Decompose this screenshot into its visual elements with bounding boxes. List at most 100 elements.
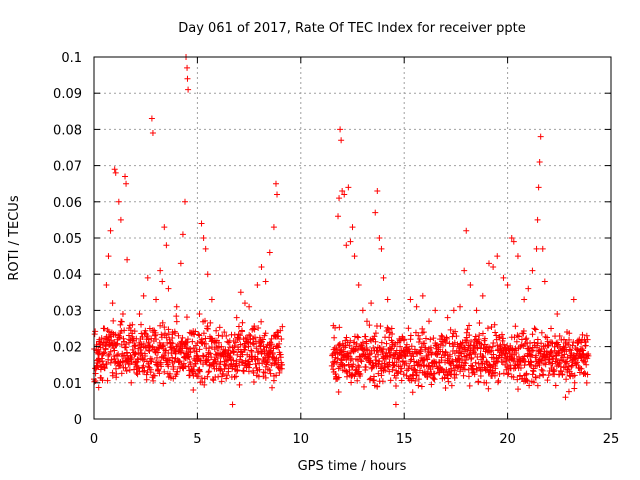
- data-point-marker: [467, 282, 474, 289]
- data-point-marker: [257, 342, 264, 349]
- data-point-marker: [239, 328, 246, 335]
- data-point-marker: [215, 373, 222, 380]
- data-point-marker: [389, 331, 396, 338]
- data-point-marker: [471, 371, 478, 378]
- data-point-marker: [583, 332, 590, 339]
- data-point-marker: [377, 323, 384, 330]
- data-point-marker: [579, 350, 586, 357]
- data-point-marker: [359, 339, 366, 346]
- data-point-marker: [103, 282, 110, 289]
- data-point-marker: [206, 368, 213, 375]
- data-point-marker: [413, 303, 420, 310]
- data-point-marker: [415, 382, 422, 389]
- data-point-marker: [523, 335, 530, 342]
- data-point-marker: [149, 130, 156, 137]
- data-point-marker: [173, 318, 180, 325]
- data-point-marker: [339, 187, 346, 194]
- data-point-marker: [111, 347, 118, 354]
- y-axis-label: ROTI / TECUs: [7, 195, 22, 280]
- axis-ticks: [93, 56, 612, 420]
- data-point-marker: [534, 382, 541, 389]
- data-point-marker: [561, 351, 568, 358]
- data-point-marker: [381, 360, 388, 367]
- y-tick-label: 0: [74, 413, 82, 428]
- data-point-marker: [363, 318, 370, 325]
- data-point-marker: [140, 292, 147, 299]
- data-point-marker: [182, 363, 189, 370]
- data-point-marker: [193, 352, 200, 359]
- data-point-marker: [193, 342, 200, 349]
- data-point-marker: [225, 365, 232, 372]
- data-point-marker: [347, 238, 354, 245]
- data-point-marker: [112, 169, 119, 176]
- data-point-marker: [345, 353, 352, 360]
- data-point-marker: [272, 180, 279, 187]
- data-point-marker: [117, 321, 124, 328]
- data-point-marker: [538, 366, 545, 373]
- data-point-marker: [139, 333, 146, 340]
- data-point-marker: [250, 369, 257, 376]
- data-point-marker: [174, 368, 181, 375]
- data-point-marker: [354, 377, 361, 384]
- y-tick-label: 0.01: [53, 377, 82, 392]
- data-point-marker: [236, 362, 243, 369]
- data-point-marker: [201, 381, 208, 388]
- data-point-marker: [390, 362, 397, 369]
- data-point-marker: [97, 366, 104, 373]
- data-point-marker: [207, 319, 214, 326]
- data-point-marker: [461, 353, 468, 360]
- data-point-marker: [545, 372, 552, 379]
- data-point-marker: [442, 339, 449, 346]
- data-point-marker: [452, 328, 459, 335]
- data-point-marker: [194, 339, 201, 346]
- data-point-marker: [491, 321, 498, 328]
- data-point-marker: [546, 368, 553, 375]
- data-point-marker: [472, 350, 479, 357]
- data-point-marker: [400, 371, 407, 378]
- data-point-marker: [387, 377, 394, 384]
- data-point-marker: [468, 354, 475, 361]
- data-point-marker: [563, 376, 570, 383]
- x-tick-label: 10: [293, 432, 310, 447]
- data-point-marker: [136, 311, 143, 318]
- data-point-marker: [113, 341, 120, 348]
- data-point-marker: [366, 376, 373, 383]
- data-point-marker: [266, 367, 273, 374]
- data-point-marker: [141, 367, 148, 374]
- data-point-marker: [187, 346, 194, 353]
- data-point-marker: [98, 355, 105, 362]
- data-point-marker: [241, 300, 248, 307]
- data-point-marker: [133, 370, 140, 377]
- data-point-marker: [407, 332, 414, 339]
- data-point-marker: [536, 158, 543, 165]
- data-point-marker: [461, 267, 468, 274]
- data-point-marker: [453, 371, 460, 378]
- data-point-marker: [578, 365, 585, 372]
- data-point-marker: [458, 350, 465, 357]
- data-point-marker: [169, 354, 176, 361]
- data-point-marker: [463, 227, 470, 234]
- data-point-marker: [488, 324, 495, 331]
- data-point-marker: [210, 377, 217, 384]
- data-point-marker: [536, 372, 543, 379]
- data-point-marker: [165, 285, 172, 292]
- data-point-marker: [501, 341, 507, 348]
- data-point-marker: [213, 327, 220, 334]
- data-point-marker: [108, 357, 115, 364]
- y-tick-label: 0.03: [53, 304, 82, 319]
- data-point-marker: [138, 321, 145, 328]
- data-point-marker: [521, 353, 528, 360]
- data-point-marker: [246, 361, 253, 368]
- data-point-marker: [427, 336, 434, 343]
- data-point-marker: [548, 339, 555, 346]
- data-point-marker: [217, 350, 224, 357]
- data-point-marker: [556, 333, 563, 340]
- data-point-marker: [439, 342, 446, 349]
- data-point-marker: [528, 362, 535, 369]
- data-point-marker: [107, 348, 114, 355]
- data-point-marker: [335, 213, 342, 220]
- data-point-marker: [196, 368, 203, 375]
- data-point-marker: [196, 367, 203, 374]
- data-point-marker: [451, 367, 458, 374]
- data-point-marker: [262, 374, 269, 381]
